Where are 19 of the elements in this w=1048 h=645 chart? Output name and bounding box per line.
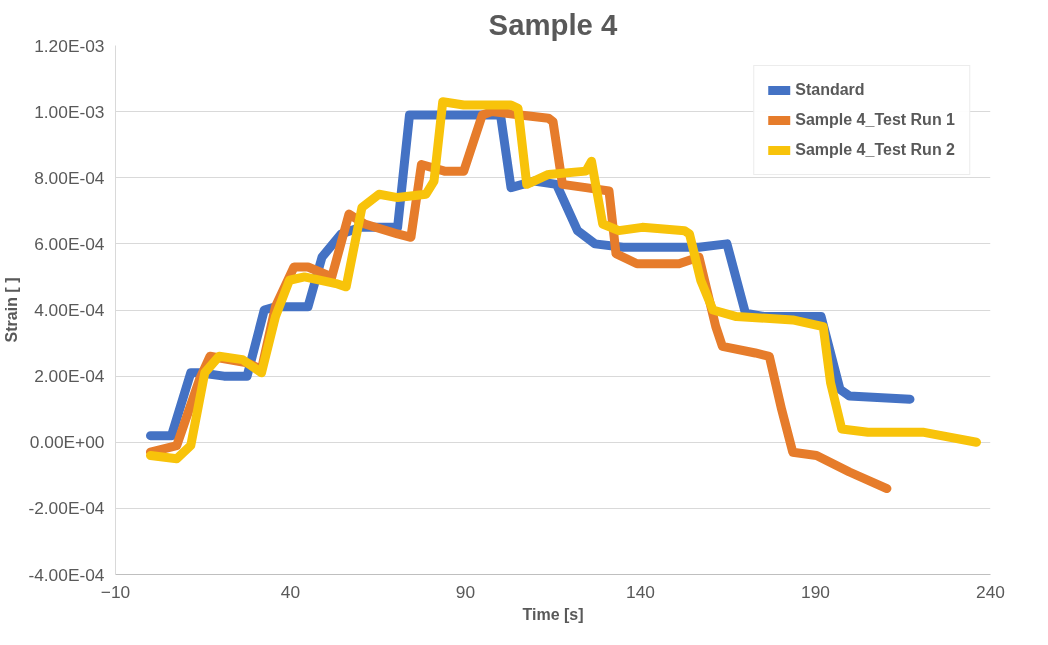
x-tick-label: 140 [626, 581, 655, 602]
y-tick-label: 1.20E-03 [34, 35, 105, 56]
y-tick-label: 1.00E-03 [34, 101, 105, 122]
y-tick-label: 8.00E-04 [34, 167, 105, 188]
y-tick-label: 4.00E-04 [34, 300, 105, 320]
legend-label: Standard [795, 81, 865, 99]
legend-label: Sample 4_Test Run 1 [795, 111, 955, 129]
x-tick-label: 240 [976, 581, 1005, 602]
x-tick-label: 90 [455, 581, 476, 602]
y-tick-label: -2.00E-04 [28, 498, 105, 519]
y-tick-label: 0.00E+00 [29, 432, 105, 453]
chart-title: Sample 4 [488, 7, 619, 41]
y-tick-label: 2.00E-04 [34, 366, 105, 387]
x-tick-label: 40 [280, 581, 301, 602]
x-tick-label: 190 [801, 581, 830, 602]
y-axis-title: Strain [ ] [3, 277, 21, 343]
y-tick-label: 6.00E-04 [34, 233, 105, 254]
legend-label: Sample 4_Test Run 2 [795, 141, 955, 159]
x-axis-title: Time [s] [522, 605, 584, 623]
